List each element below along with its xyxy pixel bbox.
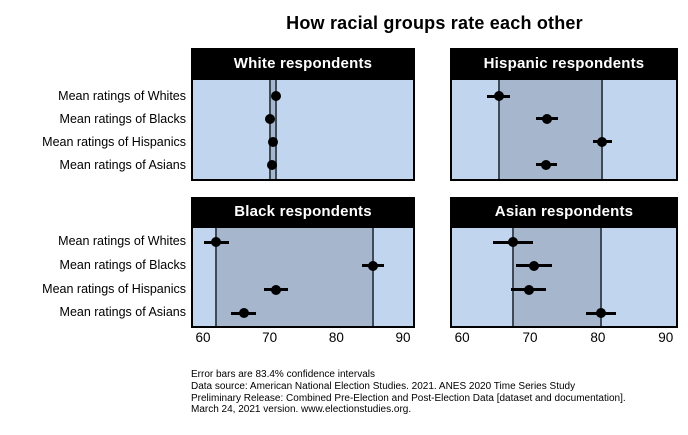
x-tick-label: 70 bbox=[262, 330, 278, 345]
range-line bbox=[601, 80, 603, 179]
range-line bbox=[372, 228, 374, 326]
x-tick-label: 80 bbox=[590, 330, 606, 345]
row-label: Mean ratings of Blacks bbox=[59, 258, 186, 272]
x-tick-label: 90 bbox=[395, 330, 411, 345]
row-label: Mean ratings of Whites bbox=[58, 234, 186, 248]
mean-dot bbox=[268, 136, 278, 147]
panel-plot-area bbox=[191, 78, 415, 181]
row-label: Mean ratings of Asians bbox=[59, 158, 186, 172]
panel-title: White respondents bbox=[191, 48, 415, 78]
mean-dot bbox=[508, 237, 519, 248]
mean-dot bbox=[523, 284, 534, 295]
footnotes: Error bars are 83.4% confidence interval… bbox=[191, 369, 626, 416]
mean-dot bbox=[211, 237, 222, 248]
mean-dot bbox=[596, 308, 607, 319]
panel-plot-area bbox=[191, 226, 415, 328]
row-label: Mean ratings of Hispanics bbox=[42, 282, 186, 296]
mean-dot bbox=[271, 91, 282, 102]
panel-black-respondents: Black respondents bbox=[191, 197, 415, 328]
range-line bbox=[215, 228, 218, 326]
mean-dot bbox=[271, 284, 282, 295]
row-label: Mean ratings of Whites bbox=[58, 89, 186, 103]
min-max-range-band bbox=[513, 228, 602, 326]
panel-white-respondents: White respondents bbox=[191, 48, 415, 181]
mean-dot bbox=[529, 260, 540, 271]
panel-plot-area bbox=[450, 226, 678, 328]
row-label: Mean ratings of Hispanics bbox=[42, 135, 186, 149]
range-line bbox=[497, 80, 500, 179]
row-label: Mean ratings of Blacks bbox=[59, 112, 186, 126]
range-line bbox=[512, 228, 515, 326]
panel-title: Black respondents bbox=[191, 197, 415, 226]
range-line bbox=[600, 228, 603, 326]
range-line bbox=[275, 80, 278, 179]
x-tick-label: 60 bbox=[454, 330, 470, 345]
x-tick-label: 60 bbox=[195, 330, 211, 345]
panel-title: Hispanic respondents bbox=[450, 48, 678, 78]
x-tick-label: 90 bbox=[658, 330, 674, 345]
mean-dot bbox=[493, 91, 504, 102]
chart-title: How racial groups rate each other bbox=[286, 13, 583, 33]
panel-plot-area bbox=[450, 78, 678, 181]
footnote-line: Data source: American National Election … bbox=[191, 380, 576, 392]
panel-hispanic-respondents: Hispanic respondents bbox=[450, 48, 678, 181]
panel-title: Asian respondents bbox=[450, 197, 678, 226]
mean-dot bbox=[542, 113, 553, 124]
mean-dot bbox=[541, 159, 552, 170]
footnote-line: March 24, 2021 version. www.electionstud… bbox=[191, 404, 412, 416]
mean-dot bbox=[238, 308, 249, 319]
footnote-line: Preliminary Release: Combined Pre-Electi… bbox=[191, 392, 626, 404]
mean-dot bbox=[368, 260, 378, 271]
x-tick-label: 70 bbox=[522, 330, 538, 345]
mean-dot bbox=[597, 136, 607, 147]
row-label: Mean ratings of Asians bbox=[59, 305, 186, 319]
x-tick-label: 80 bbox=[328, 330, 344, 345]
footnote-line: Error bars are 83.4% confidence interval… bbox=[191, 369, 375, 380]
mean-dot bbox=[264, 113, 275, 124]
range-line bbox=[268, 80, 271, 179]
min-max-range-band bbox=[269, 80, 277, 179]
mean-dot bbox=[266, 159, 277, 170]
panel-asian-respondents: Asian respondents bbox=[450, 197, 678, 328]
